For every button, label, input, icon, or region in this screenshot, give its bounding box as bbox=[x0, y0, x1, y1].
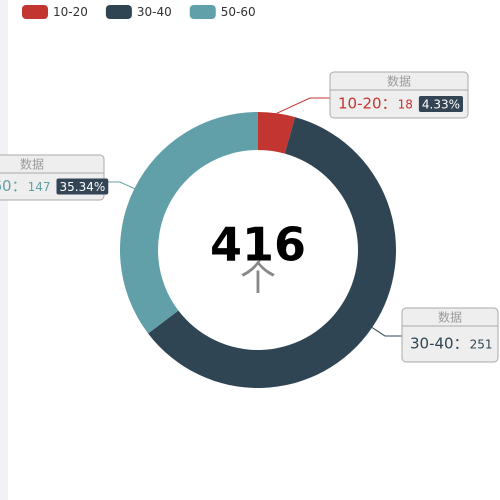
legend-swatch bbox=[189, 5, 216, 19]
leader-line bbox=[104, 181, 135, 190]
label-name: 30-40 bbox=[410, 335, 454, 353]
label-colon: ： bbox=[382, 95, 397, 113]
label-percent-bg bbox=[56, 178, 109, 195]
side-strip bbox=[0, 0, 8, 500]
leader-line bbox=[276, 97, 330, 114]
label-title: 数据 bbox=[387, 74, 411, 89]
label-value: 251 bbox=[470, 338, 493, 352]
slice bbox=[258, 112, 296, 154]
label-percent: 4.33% bbox=[422, 98, 460, 112]
label-percent: 35.34% bbox=[60, 180, 106, 194]
label-value: 147 bbox=[28, 180, 51, 194]
label-box bbox=[401, 307, 499, 363]
center-value: 416 bbox=[210, 218, 306, 272]
slices: 数据10-20：184.33%数据30-40：251数据50-60：14735.… bbox=[0, 71, 499, 388]
slice bbox=[148, 117, 396, 388]
center-unit: 个 bbox=[240, 258, 276, 299]
legend-swatch bbox=[105, 5, 132, 19]
leader-line bbox=[371, 327, 402, 337]
slice bbox=[120, 112, 259, 334]
label-colon: ： bbox=[12, 177, 27, 195]
label-percent-bg bbox=[418, 96, 463, 112]
legend-swatch bbox=[22, 5, 48, 19]
legend-label: 30-40 bbox=[137, 5, 172, 19]
label-value: 18 bbox=[398, 98, 413, 112]
label-title: 数据 bbox=[20, 157, 44, 172]
label-title: 数据 bbox=[438, 310, 462, 325]
legend-label: 50-60 bbox=[221, 5, 256, 19]
label-name: 50-60 bbox=[0, 177, 12, 195]
legend-label: 10-20 bbox=[53, 5, 88, 19]
label-colon: ： bbox=[454, 335, 469, 353]
label-name: 10-20 bbox=[338, 95, 382, 113]
